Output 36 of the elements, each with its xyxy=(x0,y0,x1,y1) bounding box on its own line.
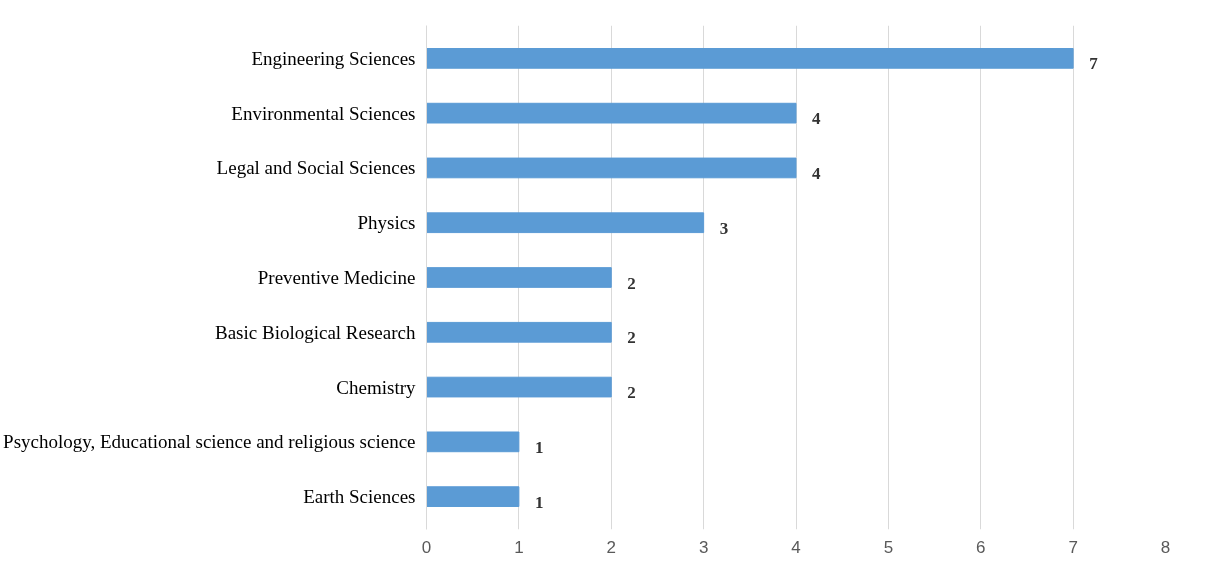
y-tick-label: Legal and Social Sciences xyxy=(216,157,416,179)
data-label: 1 xyxy=(534,492,544,512)
bar xyxy=(426,102,797,124)
y-tick-label: Chemistry xyxy=(336,376,416,398)
bar xyxy=(426,48,1074,69)
bar xyxy=(426,431,520,453)
y-tick-label: Engineering Sciences xyxy=(251,47,416,69)
bar xyxy=(426,212,705,234)
data-label: 2 xyxy=(627,383,636,403)
x-tick-label: 7 xyxy=(1068,537,1078,557)
bar xyxy=(426,321,612,343)
data-label: 1 xyxy=(534,437,544,457)
y-tick-label: Basic Biological Research xyxy=(215,321,416,343)
y-tick-label: Psychology, Educational science and religious science xyxy=(3,431,416,453)
data-label: 7 xyxy=(1089,54,1099,74)
x-tick-label: 2 xyxy=(606,537,616,557)
x-tick-label: 3 xyxy=(698,537,709,557)
x-tick-label: 5 xyxy=(883,537,894,557)
data-label: 2 xyxy=(627,273,636,293)
bar xyxy=(426,486,520,507)
x-tick-label: 4 xyxy=(791,537,801,557)
bar xyxy=(426,267,612,288)
x-tick-label: 8 xyxy=(1160,537,1171,557)
data-label: 3 xyxy=(719,218,729,238)
y-tick-label: Physics xyxy=(357,212,416,234)
data-label: 4 xyxy=(812,163,821,183)
x-tick-label: 0 xyxy=(421,537,432,557)
data-label: 4 xyxy=(812,109,821,129)
y-tick-label: Earth Sciences xyxy=(303,486,416,508)
bar xyxy=(426,157,797,179)
y-tick-label: Preventive Medicine xyxy=(257,267,416,288)
x-tick-label: 1 xyxy=(514,537,524,557)
data-label: 2 xyxy=(627,328,636,348)
y-tick-label: Environmental Sciences xyxy=(231,102,416,124)
x-tick-label: 6 xyxy=(976,537,986,557)
bar xyxy=(426,376,612,398)
